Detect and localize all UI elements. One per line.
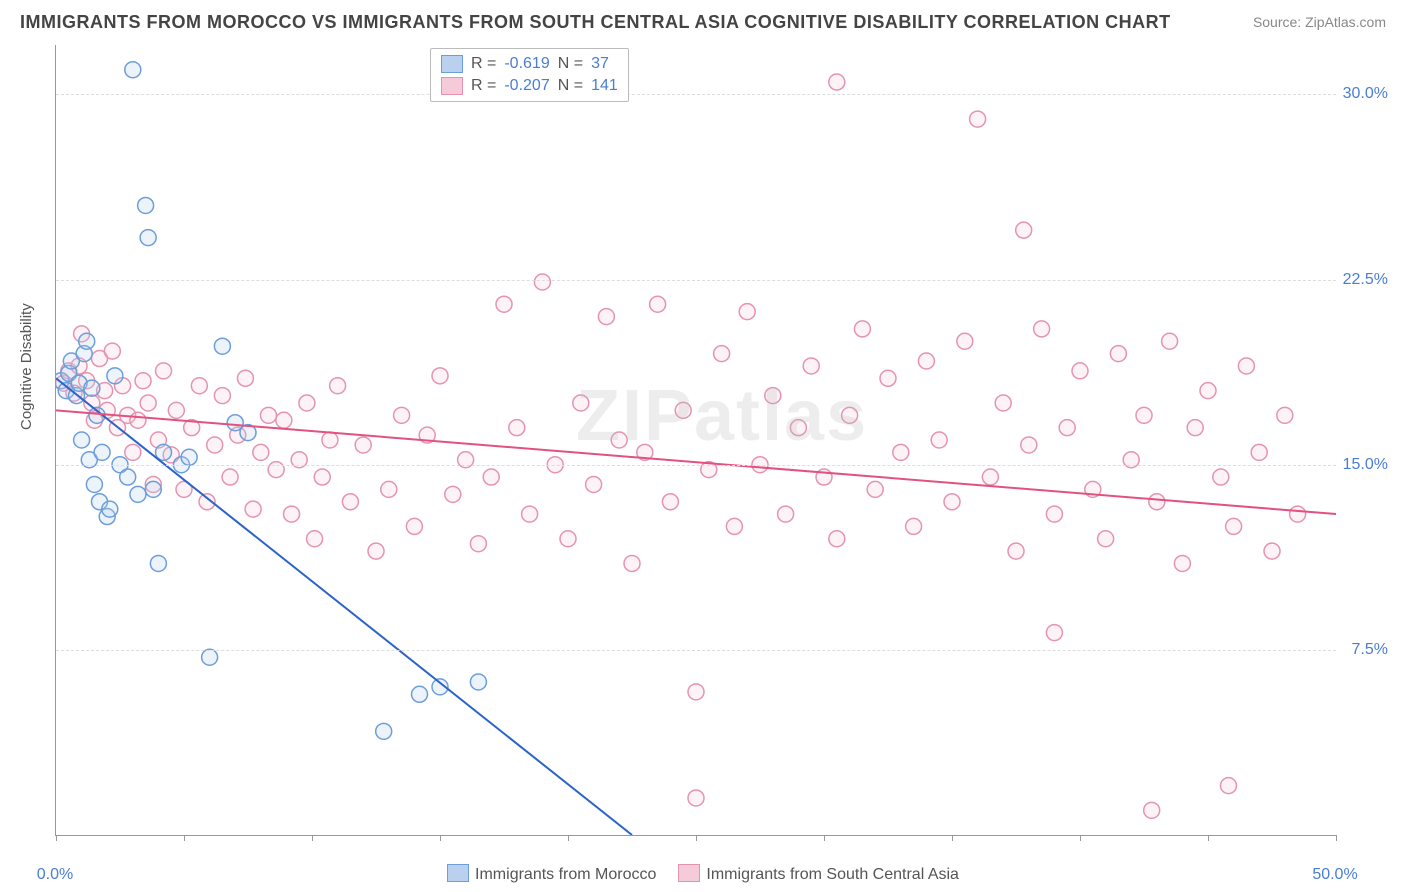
legend-item-0: Immigrants from Morocco [447, 864, 656, 884]
legend-swatch-bottom-1 [678, 864, 700, 882]
y-tick-label: 22.5% [1343, 271, 1388, 289]
series-legend: Immigrants from Morocco Immigrants from … [0, 864, 1406, 884]
legend-row-series-0: R = -0.619 N = 37 [441, 53, 618, 75]
legend-r-label: R = [471, 75, 496, 97]
legend-item-1: Immigrants from South Central Asia [678, 864, 959, 884]
scatter-plot-svg [56, 45, 1336, 835]
legend-label-1: Immigrants from South Central Asia [706, 866, 959, 883]
x-tick-label: 0.0% [37, 866, 73, 884]
legend-r-label: R = [471, 53, 496, 75]
legend-swatch-bottom-0 [447, 864, 469, 882]
legend-r-value-0: -0.619 [504, 53, 549, 75]
legend-n-label: N = [558, 53, 583, 75]
source-attribution: Source: ZipAtlas.com [1253, 14, 1386, 30]
legend-label-0: Immigrants from Morocco [475, 866, 656, 883]
correlation-legend: R = -0.619 N = 37 R = -0.207 N = 141 [430, 48, 629, 102]
legend-n-value-1: 141 [591, 75, 618, 97]
legend-r-value-1: -0.207 [504, 75, 549, 97]
x-tick-label: 50.0% [1312, 866, 1357, 884]
y-tick-label: 30.0% [1343, 85, 1388, 103]
legend-n-value-0: 37 [591, 53, 609, 75]
chart-plot-area: ZIPatlas [55, 45, 1336, 836]
legend-swatch-1 [441, 77, 463, 95]
y-tick-label: 7.5% [1352, 641, 1388, 659]
y-axis-label: Cognitive Disability [18, 303, 35, 430]
legend-row-series-1: R = -0.207 N = 141 [441, 75, 618, 97]
y-tick-label: 15.0% [1343, 456, 1388, 474]
legend-swatch-0 [441, 55, 463, 73]
chart-title: IMMIGRANTS FROM MOROCCO VS IMMIGRANTS FR… [20, 12, 1171, 33]
legend-n-label: N = [558, 75, 583, 97]
